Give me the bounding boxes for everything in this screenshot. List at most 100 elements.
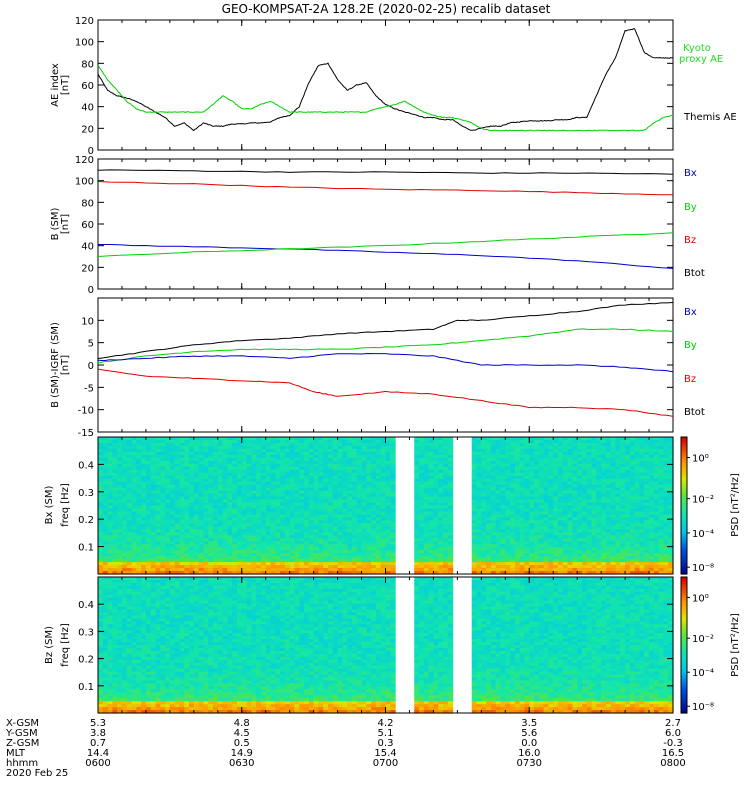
spectrogram-cell bbox=[102, 484, 109, 489]
spectrogram-cell bbox=[605, 469, 612, 474]
spectrogram-cell bbox=[529, 532, 535, 536]
spectrogram-cell bbox=[246, 478, 252, 483]
spectrogram-cell bbox=[476, 514, 482, 519]
spectrogram-cell bbox=[121, 535, 128, 539]
spectrogram-cell bbox=[471, 505, 478, 510]
spectrogram-cell bbox=[414, 502, 420, 507]
spectrogram-cell bbox=[232, 529, 238, 533]
spectrogram-cell bbox=[265, 526, 272, 530]
spectrogram-cell bbox=[663, 514, 669, 519]
spectrogram-cell bbox=[304, 550, 310, 554]
spectrogram-cell bbox=[663, 541, 669, 545]
spectrogram-cell bbox=[203, 439, 209, 444]
spectrogram-cell bbox=[308, 499, 315, 504]
spectrogram-cell bbox=[126, 448, 133, 453]
spectrogram-cell bbox=[150, 532, 157, 536]
spectrogram-cell bbox=[126, 457, 133, 462]
spectrogram-cell bbox=[601, 487, 607, 492]
spectrogram-cell bbox=[505, 532, 511, 536]
spectrogram-cell bbox=[629, 538, 636, 542]
spectrogram-cell bbox=[241, 556, 248, 560]
spectrogram-cell bbox=[361, 437, 367, 441]
spectrogram-cell bbox=[567, 505, 573, 510]
spectrogram-cell bbox=[490, 472, 497, 477]
spectrogram-cell bbox=[486, 523, 492, 527]
spectrogram-cell bbox=[160, 514, 166, 519]
spectrogram-cell bbox=[107, 439, 113, 444]
spectrogram-cell bbox=[189, 437, 195, 441]
spectrogram-cell bbox=[227, 463, 233, 468]
spectrogram-cell bbox=[495, 478, 502, 483]
spectrogram-cell bbox=[510, 451, 516, 456]
spectrogram-cell bbox=[260, 547, 267, 551]
spectrogram-cell bbox=[495, 472, 502, 477]
spectrogram-cell bbox=[644, 448, 650, 453]
spectrogram-cell bbox=[558, 523, 564, 527]
spectrogram-cell bbox=[581, 559, 588, 563]
spectrogram-cell bbox=[519, 460, 526, 465]
spectrogram-cell bbox=[141, 493, 147, 498]
spectrogram-cell bbox=[423, 505, 430, 510]
spectrogram-cell bbox=[591, 538, 597, 542]
spectrogram-cell bbox=[289, 538, 296, 542]
spectrogram-cell bbox=[380, 550, 387, 554]
spectrogram-cell bbox=[308, 475, 315, 480]
spectrogram-cell bbox=[150, 445, 157, 450]
spectrogram-cell bbox=[136, 514, 142, 519]
spectrogram-cell bbox=[634, 439, 641, 444]
spectrogram-cell bbox=[419, 487, 425, 492]
spectrogram-cell bbox=[500, 439, 506, 444]
spectrogram-cell bbox=[98, 556, 104, 560]
spectrogram-cell bbox=[275, 460, 281, 465]
spectrogram-cell bbox=[490, 445, 497, 450]
spectrogram-cell bbox=[356, 478, 363, 483]
spectrogram-cell bbox=[486, 448, 492, 453]
spectrogram-cell bbox=[591, 523, 597, 527]
spectrogram-cell bbox=[136, 442, 142, 447]
spectrogram-cell bbox=[390, 508, 396, 513]
spectrogram-cell bbox=[270, 454, 276, 459]
spectrogram-cell bbox=[390, 475, 396, 480]
spectrogram-cell bbox=[428, 490, 435, 495]
spectrogram-cell bbox=[155, 550, 161, 554]
spectrogram-cell bbox=[553, 544, 559, 548]
spectrogram-cell bbox=[558, 478, 564, 483]
spectrogram-cell bbox=[625, 526, 631, 530]
spectrogram-cell bbox=[443, 487, 449, 492]
spectrogram-cell bbox=[534, 469, 540, 474]
spectrogram-cell bbox=[577, 502, 583, 507]
spectrogram-cell bbox=[169, 526, 176, 530]
spectrogram-cell bbox=[289, 523, 296, 527]
spectrogram-cell bbox=[275, 526, 281, 530]
spectrogram-cell bbox=[126, 460, 133, 465]
spectrogram-cell bbox=[260, 475, 267, 480]
spectrogram-cell bbox=[265, 445, 272, 450]
spectrogram-cell bbox=[169, 457, 176, 462]
spectrogram-cell bbox=[189, 520, 195, 524]
spectrogram-cell bbox=[222, 550, 228, 554]
spectrogram-cell bbox=[251, 517, 257, 521]
spectrogram-cell bbox=[534, 514, 540, 519]
spectrogram-cell bbox=[308, 472, 315, 477]
spectrogram-cell bbox=[601, 466, 607, 471]
spectrogram-cell bbox=[347, 499, 353, 504]
spectrogram-cell bbox=[443, 448, 449, 453]
spectrogram-cell bbox=[208, 448, 214, 453]
spectrogram-cell bbox=[543, 538, 550, 542]
spectrogram-cell bbox=[380, 517, 387, 521]
spectrogram-cell bbox=[117, 526, 123, 530]
spectrogram-cell bbox=[385, 490, 391, 495]
spectrogram-cell bbox=[308, 481, 315, 486]
spectrogram-cell bbox=[510, 505, 516, 510]
spectrogram-cell bbox=[275, 496, 281, 501]
spectrogram-cell bbox=[169, 475, 176, 480]
spectrogram-cell bbox=[471, 526, 478, 530]
spectrogram-cell bbox=[653, 514, 660, 519]
spectrogram-cell bbox=[160, 437, 166, 441]
spectrogram-cell bbox=[500, 535, 506, 539]
spectrogram-cell bbox=[419, 493, 425, 498]
spectrogram-cell bbox=[121, 437, 128, 441]
spectrogram-cell bbox=[251, 556, 257, 560]
spectrogram-cell bbox=[567, 463, 573, 468]
spectrogram-cell bbox=[217, 439, 224, 444]
